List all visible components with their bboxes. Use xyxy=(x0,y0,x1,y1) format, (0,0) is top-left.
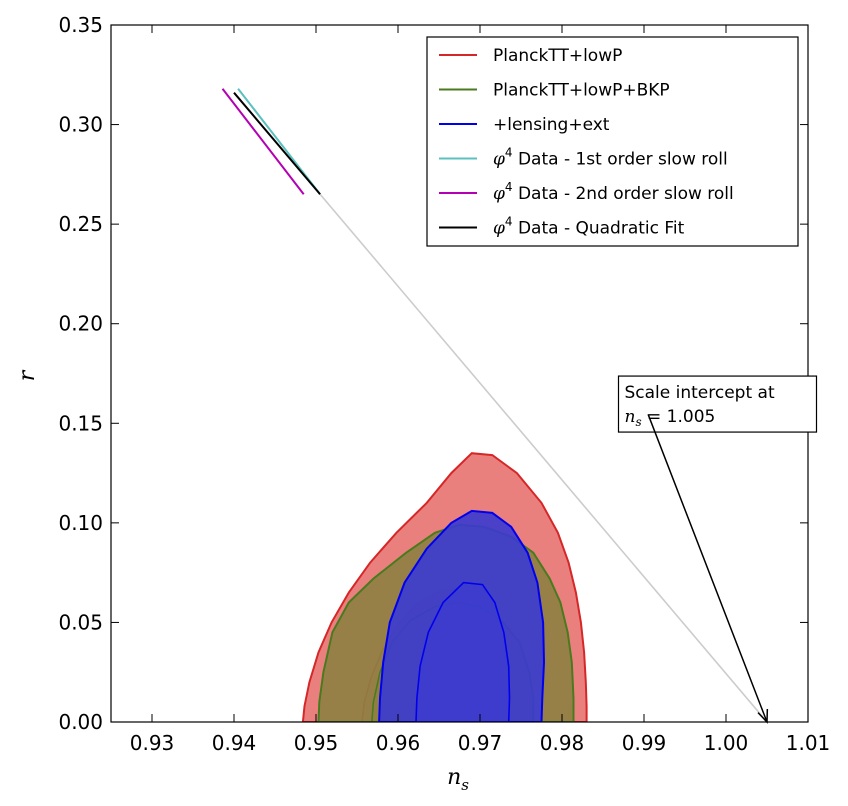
plot-frame xyxy=(110,24,809,723)
legend: PlanckTT+lowP PlanckTT+lowP+BKP +lensing+e… xyxy=(426,36,799,247)
y-tick-label: 0.30 xyxy=(58,113,103,137)
x-tick-label: 1.01 xyxy=(786,731,831,755)
annotation-line-2: ns = 1.005 xyxy=(625,407,716,429)
x-tick-label: 0.94 xyxy=(212,731,257,755)
x-tick-label: 1.00 xyxy=(704,731,749,755)
phi4-quadratic-fit-line xyxy=(233,92,321,195)
axis-ticks xyxy=(111,24,809,723)
legend-label: PlanckTT+lowP+BKP xyxy=(493,81,670,101)
y-tick-label: 0.35 xyxy=(58,13,103,37)
annotation-line-1: Scale intercept at xyxy=(625,383,775,403)
phi4-2nd-order-line xyxy=(221,88,305,195)
legend-label: φ4 Data - Quadratic Fit xyxy=(493,215,685,239)
y-tick-label: 0.05 xyxy=(58,610,103,634)
y-tick-label: 0.20 xyxy=(58,312,103,336)
y-tick-label: 0.25 xyxy=(58,212,103,236)
y-tick-label: 0.10 xyxy=(58,511,103,535)
model-lines xyxy=(221,88,768,723)
legend-label: φ4 Data - 2nd order slow roll xyxy=(493,180,734,204)
intercept-fit-line xyxy=(319,193,768,723)
x-tick-label: 0.97 xyxy=(458,731,503,755)
legend-frame xyxy=(426,36,799,247)
legend-label: +lensing+ext xyxy=(493,115,610,135)
intercept-annotation: Scale intercept at ns = 1.005 xyxy=(617,375,818,724)
x-tick-label: 0.99 xyxy=(622,731,667,755)
x-axis-title-sub: s xyxy=(461,776,469,794)
x-axis-title-main: n xyxy=(447,765,461,790)
confidence-regions xyxy=(301,452,588,722)
axis-tick-labels: 0.93 0.94 0.95 0.96 0.97 0.98 0.99 1.00 1.01 0.00… xyxy=(58,13,830,755)
legend-label: φ4 Data - 1st order slow roll xyxy=(493,146,728,170)
x-tick-label: 0.96 xyxy=(376,731,421,755)
y-tick-label: 0.15 xyxy=(58,411,103,435)
annotation-arrow-line xyxy=(647,414,768,723)
y-axis-title: r xyxy=(15,369,40,381)
legend-label: PlanckTT+lowP xyxy=(493,46,622,66)
x-axis-title: ns xyxy=(447,765,469,794)
lensing-ext-68-contour xyxy=(415,581,511,722)
annotation-arrowhead xyxy=(757,708,769,724)
x-tick-label: 0.98 xyxy=(540,731,585,755)
y-tick-label: 0.00 xyxy=(58,710,103,734)
x-tick-label: 0.93 xyxy=(130,731,175,755)
x-tick-label: 0.95 xyxy=(294,731,339,755)
